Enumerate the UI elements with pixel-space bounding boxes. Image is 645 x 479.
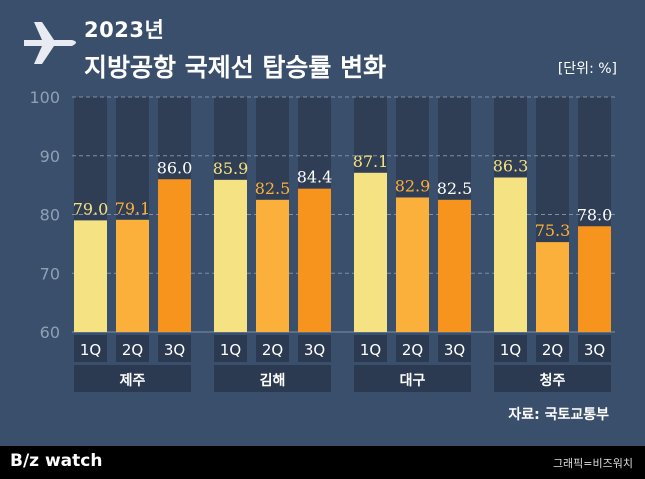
bar-2q-1: [256, 199, 289, 332]
data-label: 82.9: [395, 176, 431, 195]
data-label: 82.5: [255, 179, 291, 198]
x-tick-label: 3Q: [304, 341, 325, 359]
bar-2q-3: [536, 242, 569, 332]
x-tick-label: 3Q: [584, 341, 605, 359]
data-label: 82.5: [437, 179, 473, 198]
y-tick-label: 100: [29, 88, 60, 107]
group-tag-bg: [354, 365, 471, 392]
group-label: 대구: [400, 373, 426, 389]
quarter-tag-bg: [116, 335, 149, 362]
quarter-tag-bg: [74, 335, 107, 362]
group-label: 청주: [540, 373, 566, 389]
y-tick-label: 80: [40, 206, 60, 225]
y-tick-label: 70: [40, 264, 60, 283]
x-tick-label: 2Q: [402, 341, 423, 359]
quarter-tag-bg: [158, 335, 191, 362]
y-tick-label: 90: [40, 147, 60, 166]
quarter-tag-bg: [214, 335, 247, 362]
quarter-tag-bg: [396, 335, 429, 362]
data-label: 79.0: [73, 199, 109, 218]
unit-label: [단위: %]: [557, 61, 617, 77]
bar-chart: 60 70 80 90 100 79.0 85.9 87.1 86.3 79.1 82.5 82.9 7…: [29, 88, 615, 392]
bar-2q-0: [116, 219, 149, 332]
x-tick-label: 2Q: [542, 341, 563, 359]
x-tick-label: 2Q: [122, 341, 143, 359]
x-tick-label: 1Q: [360, 341, 381, 359]
x-tick-label: 3Q: [444, 341, 465, 359]
bar-1q-1: [214, 179, 247, 332]
data-label: 85.9: [213, 159, 249, 178]
quarter-tag-bg: [494, 335, 527, 362]
data-label: 79.1: [115, 199, 151, 218]
bar-2q-2: [396, 197, 429, 332]
group-tag-bg: [74, 365, 191, 392]
footer-bar: B/z watch 그래픽=비즈워치: [0, 446, 645, 479]
group-label: 제주: [120, 373, 146, 389]
quarter-tag-bg: [256, 335, 289, 362]
airplane-icon: [24, 22, 76, 64]
bar-1q-3: [494, 177, 527, 332]
x-tick-label: 3Q: [164, 341, 185, 359]
source-note: 자료: 국토교통부: [508, 407, 609, 423]
data-label: 87.1: [353, 152, 389, 171]
quarter-tag-bg: [298, 335, 331, 362]
group-label: 김해: [260, 372, 286, 389]
brand-logo: B/z watch: [10, 451, 103, 471]
quarter-tag-bg: [354, 335, 387, 362]
chart-year: 2023년: [84, 18, 165, 42]
bar-3q-2: [438, 199, 471, 332]
chart-title: 지방공항 국제선 탑승률 변화: [84, 53, 387, 82]
quarter-tag-bg: [438, 335, 471, 362]
group-tag-bg: [494, 365, 611, 392]
group-tag-bg: [214, 365, 331, 392]
x-tick-label: 1Q: [500, 341, 521, 359]
x-tick-label: 1Q: [80, 341, 101, 359]
x-tick-label: 1Q: [220, 341, 241, 359]
data-label: 78.0: [577, 205, 613, 224]
data-label: 86.3: [493, 156, 529, 175]
bar-3q-3: [578, 226, 611, 332]
y-tick-label: 60: [40, 323, 60, 342]
bar-1q-0: [74, 220, 107, 332]
bar-3q-1: [298, 188, 331, 332]
bar-1q-2: [354, 172, 387, 332]
bar-3q-0: [158, 179, 191, 332]
graphic-credit: 그래픽=비즈워치: [552, 457, 633, 470]
data-label: 86.0: [157, 158, 193, 177]
x-tick-label: 2Q: [262, 341, 283, 359]
quarter-tag-bg: [578, 335, 611, 362]
data-label: 84.4: [297, 168, 333, 187]
data-label: 75.3: [535, 221, 571, 240]
quarter-tag-bg: [536, 335, 569, 362]
